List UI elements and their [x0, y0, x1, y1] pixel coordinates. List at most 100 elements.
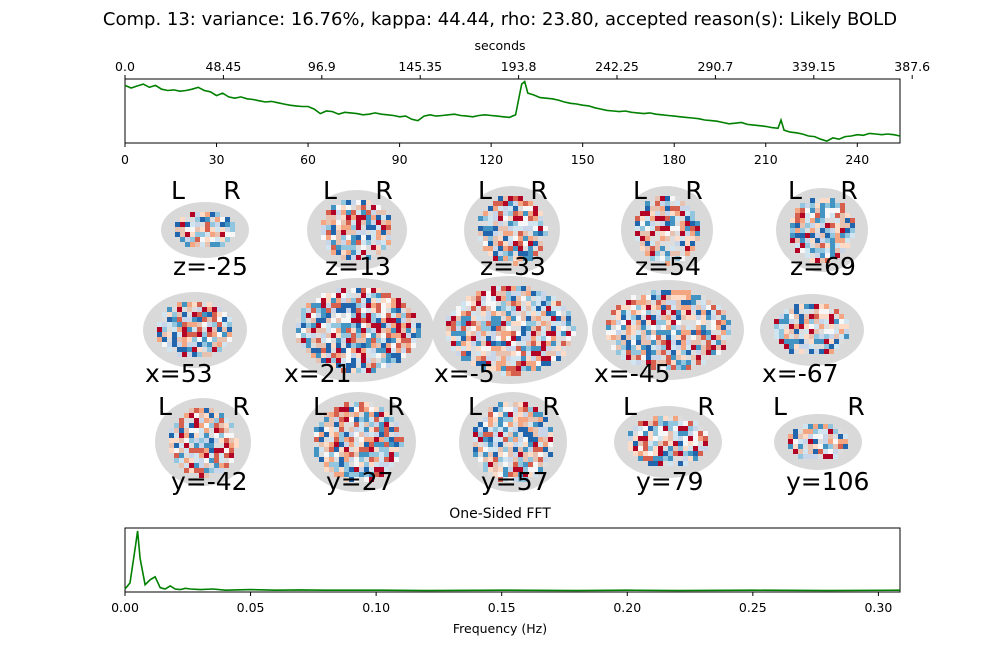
slice-voxel — [356, 313, 361, 318]
slice-voxel — [661, 350, 666, 355]
slice-voxel — [416, 328, 421, 333]
slice-voxel — [493, 447, 498, 452]
slice-voxel — [711, 340, 716, 345]
slice-voxel — [478, 457, 483, 462]
slice-voxel — [177, 312, 182, 317]
slice-voxel — [204, 448, 209, 453]
slice-voxel — [371, 293, 376, 298]
slice-voxel — [217, 307, 222, 312]
slice-voxel — [646, 295, 651, 300]
slice-voxel — [711, 335, 716, 340]
slice-voxel — [631, 345, 636, 350]
slice-voxel — [703, 441, 708, 446]
slice-voxel — [346, 225, 351, 230]
slice-voxel — [493, 422, 498, 427]
slice-voxel — [635, 221, 640, 226]
slice-voxel — [326, 225, 331, 230]
slice-voxel — [670, 211, 675, 216]
slice-voxel — [506, 341, 511, 346]
slice-voxel — [324, 457, 329, 462]
slice-voxel — [394, 427, 399, 432]
slice-voxel — [314, 427, 319, 432]
slice-voxel — [184, 423, 189, 428]
slice-voxel — [683, 456, 688, 461]
slice-voxel — [513, 226, 518, 231]
slice-voxel — [339, 437, 344, 442]
slice-voxel — [491, 351, 496, 356]
slice-voxel — [804, 344, 809, 349]
slice-voxel — [374, 462, 379, 467]
slice-voxel — [192, 352, 197, 357]
slice-voxel — [640, 246, 645, 251]
slice-voxel — [536, 321, 541, 326]
slice-voxel — [611, 345, 616, 350]
slice-voxel — [339, 412, 344, 417]
slice-voxel — [814, 329, 819, 334]
slice-voxel — [543, 462, 548, 467]
slice-voxel — [658, 436, 663, 441]
slice-voxel — [349, 417, 354, 422]
slice-voxel — [641, 305, 646, 310]
slice-voxel — [311, 348, 316, 353]
left-label: L — [323, 176, 337, 205]
slice-voxel — [815, 243, 820, 248]
slice-voxel — [356, 343, 361, 348]
slice-voxel — [331, 215, 336, 220]
slice-voxel — [205, 217, 210, 222]
slice-voxel — [523, 407, 528, 412]
slice-voxel — [329, 447, 334, 452]
slice-voxel — [209, 433, 214, 438]
slice-voxel — [561, 336, 566, 341]
slice-voxel — [670, 216, 675, 221]
slice-voxel — [518, 417, 523, 422]
slice-voxel — [665, 231, 670, 236]
slice-voxel — [361, 348, 366, 353]
slice-voxel — [706, 300, 711, 305]
slice-voxel — [483, 231, 488, 236]
slice-voxel — [341, 338, 346, 343]
slice-voxel — [506, 286, 511, 291]
slice-voxel — [656, 305, 661, 310]
slice-voxel — [361, 303, 366, 308]
slice-voxel — [478, 437, 483, 442]
slice-voxel — [799, 319, 804, 324]
slice-voxel — [478, 447, 483, 452]
slice-voxel — [798, 439, 803, 444]
slice-voxel — [814, 314, 819, 319]
right-label: R — [542, 392, 559, 421]
slice-voxel — [541, 296, 546, 301]
slice-voxel — [661, 340, 666, 345]
slice-voxel — [670, 241, 675, 246]
slice-coordinate-label: z=13 — [325, 252, 391, 281]
slice-voxel — [219, 453, 224, 458]
slice-voxel — [361, 363, 366, 368]
slice-voxel — [829, 344, 834, 349]
slice-voxel — [359, 442, 364, 447]
slice-voxel — [506, 291, 511, 296]
slice-voxel — [655, 231, 660, 236]
slice-voxel — [820, 248, 825, 253]
slice-voxel — [503, 447, 508, 452]
slice-voxel — [316, 298, 321, 303]
slice-voxel — [199, 408, 204, 413]
slice-voxel — [661, 335, 666, 340]
slice-voxel — [698, 451, 703, 456]
slice-voxel — [496, 296, 501, 301]
slice-voxel — [210, 217, 215, 222]
slice-voxel — [703, 446, 708, 451]
slice-voxel — [394, 447, 399, 452]
slice-coordinate-label: y=27 — [326, 467, 394, 496]
slice-coordinate-label: x=-45 — [594, 359, 671, 388]
slice-voxel — [177, 347, 182, 352]
slice-voxel — [344, 472, 349, 477]
slice-voxel — [361, 220, 366, 225]
slice-voxel — [324, 437, 329, 442]
slice-voxel — [311, 303, 316, 308]
slice-voxel — [516, 301, 521, 306]
slice-voxel — [606, 325, 611, 330]
slice-voxel — [157, 337, 162, 342]
slice-voxel — [346, 323, 351, 328]
slice-voxel — [346, 220, 351, 225]
slice-voxel — [820, 228, 825, 233]
slice-voxel — [541, 351, 546, 356]
